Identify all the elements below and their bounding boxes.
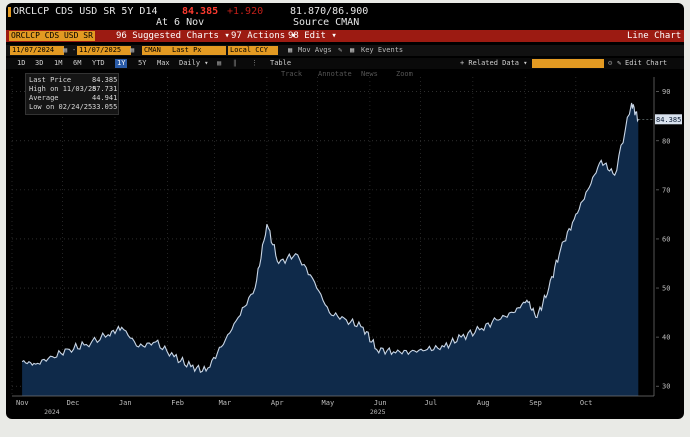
start-date-input[interactable]: 11/07/2024 [10,46,64,55]
y-tick-label: 60 [662,235,670,243]
zoom-tool[interactable]: Zoom [396,70,413,78]
quote-header: ORCLCP CDS USD SR 5Y D14 84.385 +1.920 8… [6,6,684,18]
edit-menu[interactable]: 98 Edit ▾ [288,31,337,41]
edit-chart-button[interactable]: Edit Chart [625,59,668,67]
x-tick-label: Sep [529,399,542,407]
period-button[interactable]: Max [157,59,170,67]
legend-label: High on 11/03/25 [29,85,97,93]
legend-label: Low on 02/24/25 [29,103,93,111]
frequency-select[interactable]: Daily ▾ [179,59,209,67]
x-tick-label: Dec [67,399,80,407]
mov-avgs-icon[interactable]: ▦ [288,46,293,54]
as-of-time: At 6 Nov [156,17,205,28]
series-area [22,103,639,396]
legend-value: 33.055 [92,103,118,111]
calendar-icon[interactable]: ▦ [130,46,135,54]
period-button[interactable]: 5Y [138,59,147,67]
command-bar: ORCLCP CDS USD SR 96 Suggested Charts ▾ … [6,30,684,42]
x-year-label: 2024 [44,408,60,416]
y-axis: 30 40 50 60 70 80 90 [653,77,670,396]
x-tick-label: Oct [580,399,593,407]
pencil-icon[interactable]: ✎ [338,46,343,54]
price-field-select[interactable]: Last Px [170,46,226,55]
series-line [21,102,639,373]
price-range: 81.870/86.900 [290,6,369,17]
y-tick-label: 40 [662,334,670,342]
period-button[interactable]: 1M [54,59,63,67]
annotate-tool[interactable]: Annotate [318,70,352,78]
x-tick-label: Nov [16,399,29,407]
suggested-charts-menu[interactable]: 96 Suggested Charts ▾ [116,31,230,41]
pricing-source-field[interactable]: CMAN [142,46,170,55]
y-tick-label: 80 [662,137,670,145]
period-button[interactable]: 3D [35,59,44,67]
settings-icon[interactable]: ⚙ [608,59,613,67]
line-style-icon[interactable]: ∥ [233,59,237,67]
period-button[interactable]: 6M [73,59,82,67]
x-tick-label: Jun [374,399,387,407]
x-tick-label: Feb [171,399,184,407]
chart-style-icon[interactable]: ▦ [217,59,222,67]
price-chart[interactable]: 30 40 50 60 70 80 90 Nov Dec Jan Feb Mar Apr May Jun J… [6,3,684,419]
chart-type-title: Line Chart [627,31,682,41]
x-tick-label: Aug [477,399,490,407]
pencil-icon[interactable]: ✎ [617,59,622,67]
related-search-input[interactable] [532,59,604,68]
y-tick-label: 70 [662,186,670,194]
y-tick-label: 50 [662,285,670,293]
x-tick-label: Apr [271,399,284,407]
legend-label: Average [29,94,59,102]
legend-label: Last Price [29,76,72,84]
key-events-button[interactable]: Key Events [361,46,404,54]
data-source: Source CMAN [293,17,360,28]
x-year-label: 2025 [370,408,386,416]
last-price: 84.385 [182,6,219,17]
actions-menu[interactable]: 97 Actions ▾ [231,31,297,41]
quote-subheader: At 6 Nov Source CMAN [6,17,684,29]
ticker-marker [8,7,11,17]
x-tick-label: May [322,399,335,407]
end-date-input[interactable]: 11/07/2025 [77,46,131,55]
track-tool[interactable]: Track [281,70,303,78]
period-toolbar: 1D 3D 1M 6M YTD 1Y 5Y Max Daily ▾ ▦ ∥ ⋮ … [6,58,684,69]
last-price-box [655,114,682,125]
news-tool[interactable]: News [361,70,378,78]
y-tick-label: 90 [662,88,670,96]
x-tick-label: Jul [425,399,438,407]
range-dash: - [72,46,77,54]
y-tick-label: 30 [662,383,670,391]
chart-tools: Track Annotate News Zoom [6,70,684,79]
last-price-text: 84.385 [656,116,681,124]
security-field[interactable]: ORCLCP CDS USD SR [9,31,95,41]
terminal-window: ORCLCP CDS USD SR 5Y D14 84.385 +1.920 8… [6,3,684,419]
more-icon[interactable]: ⋮ [251,59,258,67]
period-button[interactable]: YTD [92,59,105,67]
x-axis: Nov Dec Jan Feb Mar Apr May Jun Jul Aug Sep Oct 2024… [12,395,654,416]
legend-value: 87.731 [92,85,118,93]
price-change: +1.920 [227,6,264,17]
legend-value: 44.941 [92,94,118,102]
period-button[interactable]: 1D [17,59,26,67]
last-price-label: 84.385 [638,114,682,125]
currency-select[interactable]: Local CCY [228,46,278,55]
key-events-icon[interactable]: ▦ [350,46,355,54]
table-button[interactable]: Table [270,59,292,67]
date-range-row: 11/07/2024 ▦ - 11/07/2025 ▦ CMAN Last Px… [6,45,684,56]
period-button-active[interactable]: 1Y [115,59,128,68]
ticker[interactable]: ORCLCP CDS USD SR 5Y D14 [13,6,158,17]
calendar-icon[interactable]: ▦ [63,46,68,54]
x-tick-label: Mar [219,399,232,407]
legend: Last Price 84.385 High on 11/03/25 87.73… [25,73,119,115]
x-tick-label: Jan [119,399,132,407]
legend-value: 84.385 [92,76,118,84]
mov-avgs-button[interactable]: Mov Avgs [298,46,332,54]
related-data-menu[interactable]: + Related Data ▾ [460,59,528,67]
